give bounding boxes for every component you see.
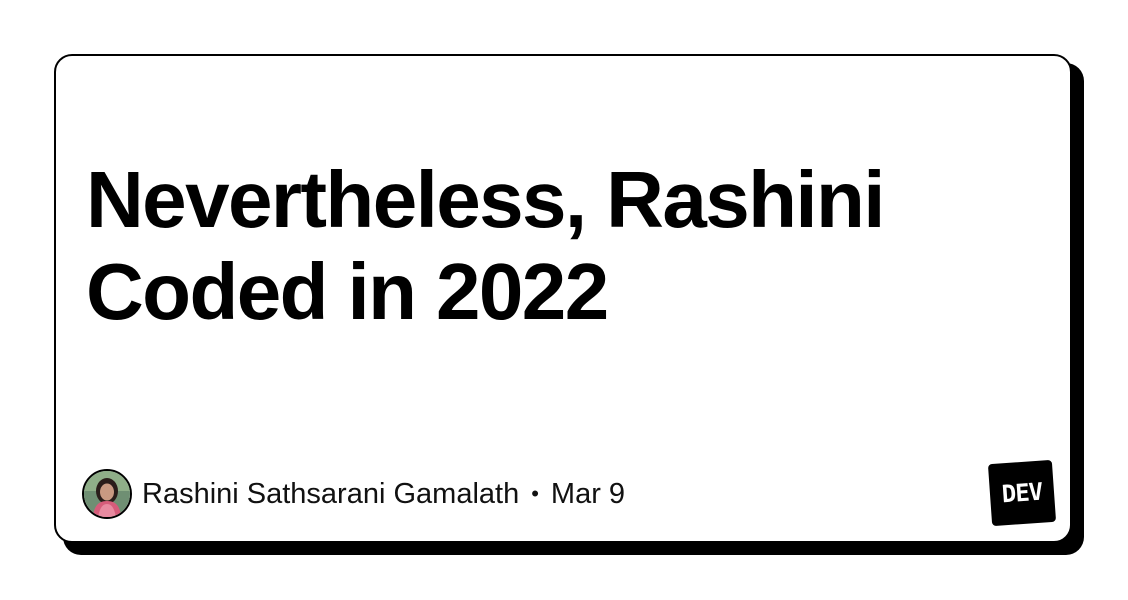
article-card[interactable]: Nevertheless, Rashini Coded in 2022 Rash… [54,54,1072,543]
dev-logo-text: DEV [1000,477,1044,509]
article-title-line-2: Coded in 2022 [86,247,609,336]
publish-date: Mar 9 [550,478,626,510]
author-avatar[interactable] [82,469,132,519]
avatar-image [84,471,130,517]
article-title-line-1: Nevertheless, Rashini [86,155,885,244]
author-name[interactable]: Rashini Sathsarani Gamalath [142,478,520,510]
article-meta: Rashini Sathsarani Gamalath • Mar 9 [82,466,625,522]
meta-separator: • [531,481,539,506]
article-title[interactable]: Nevertheless, Rashini Coded in 2022 [86,154,1026,338]
dev-logo[interactable]: DEV [987,459,1057,527]
